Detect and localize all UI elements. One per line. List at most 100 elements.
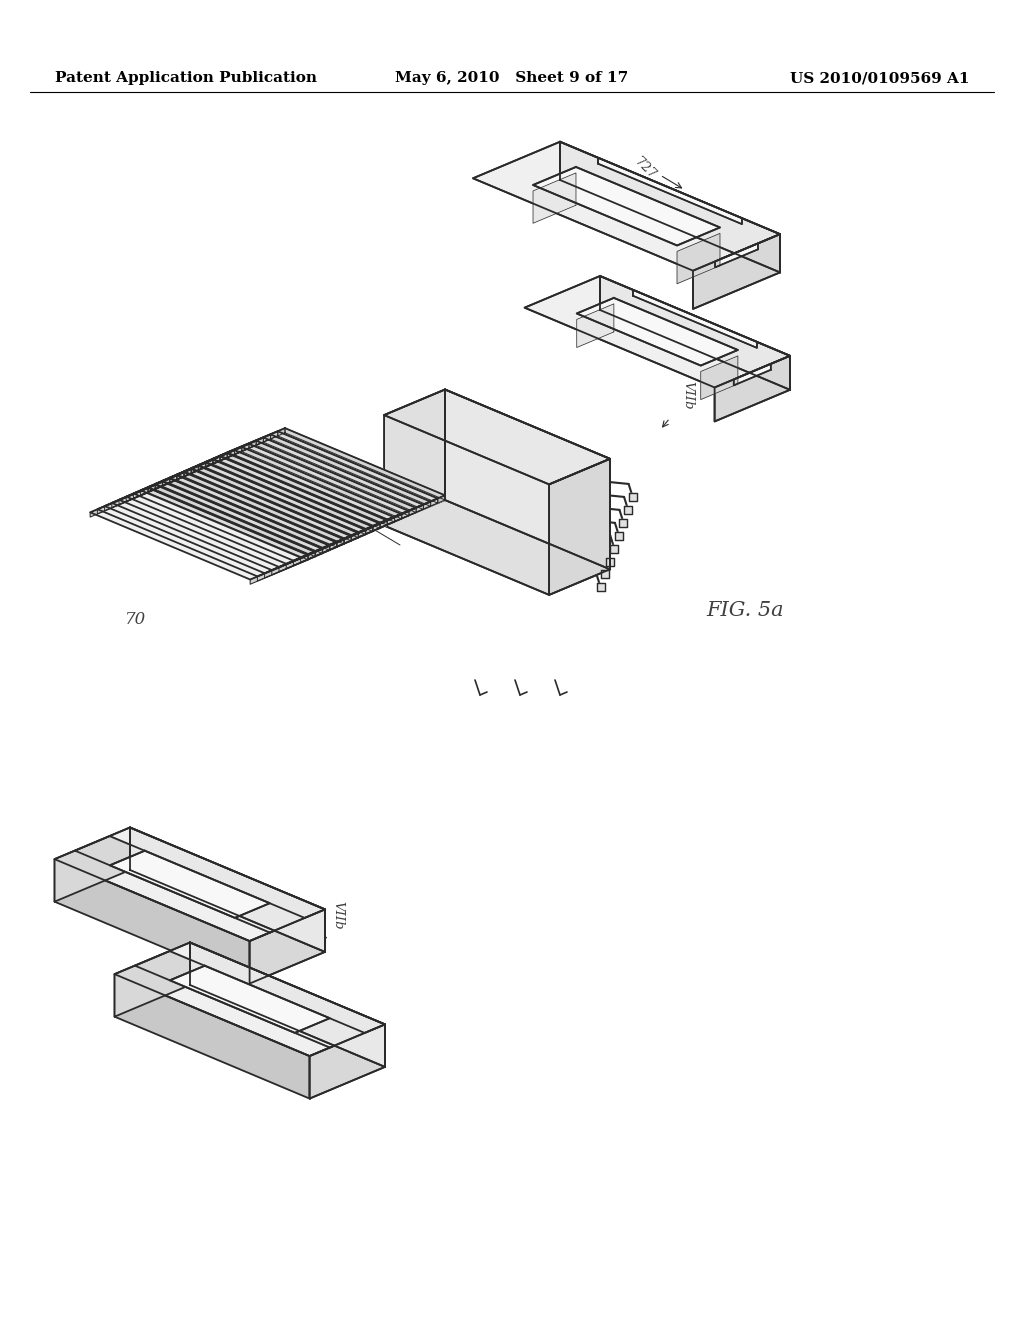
Polygon shape — [700, 356, 738, 400]
Polygon shape — [126, 473, 184, 502]
Polygon shape — [191, 444, 409, 536]
Polygon shape — [577, 304, 613, 347]
Polygon shape — [234, 903, 305, 932]
Polygon shape — [677, 234, 720, 284]
Polygon shape — [600, 276, 790, 389]
Polygon shape — [227, 428, 445, 520]
Polygon shape — [183, 447, 401, 539]
Polygon shape — [279, 543, 337, 572]
Polygon shape — [206, 463, 366, 535]
Polygon shape — [633, 290, 757, 348]
Polygon shape — [734, 364, 771, 385]
Polygon shape — [549, 459, 610, 595]
Polygon shape — [693, 234, 780, 309]
Polygon shape — [75, 836, 144, 866]
Polygon shape — [213, 434, 270, 463]
Polygon shape — [473, 141, 780, 271]
Polygon shape — [249, 444, 409, 516]
Polygon shape — [130, 828, 325, 952]
Text: Patent Application Publication: Patent Application Publication — [55, 71, 317, 84]
Polygon shape — [213, 459, 373, 532]
Polygon shape — [263, 437, 423, 510]
Polygon shape — [384, 389, 445, 525]
Polygon shape — [177, 475, 337, 548]
Polygon shape — [162, 457, 220, 486]
Polygon shape — [242, 447, 401, 519]
Polygon shape — [156, 484, 315, 557]
Polygon shape — [104, 482, 163, 511]
Polygon shape — [119, 475, 177, 504]
Polygon shape — [155, 459, 213, 488]
Polygon shape — [119, 475, 337, 566]
Polygon shape — [54, 828, 130, 902]
Polygon shape — [294, 536, 351, 565]
Polygon shape — [170, 966, 330, 1032]
Polygon shape — [133, 469, 191, 498]
Polygon shape — [110, 828, 325, 917]
Polygon shape — [358, 508, 416, 537]
Polygon shape — [112, 479, 330, 570]
Polygon shape — [323, 524, 380, 553]
Polygon shape — [373, 502, 431, 531]
Text: US 2010/0109569 A1: US 2010/0109569 A1 — [791, 71, 970, 84]
Polygon shape — [147, 463, 366, 554]
Polygon shape — [715, 356, 790, 421]
Polygon shape — [162, 457, 380, 548]
Polygon shape — [387, 495, 445, 524]
Text: VIIb: VIIb — [332, 900, 344, 929]
Polygon shape — [147, 463, 206, 492]
Polygon shape — [351, 511, 409, 540]
Polygon shape — [199, 441, 416, 532]
Text: 727: 727 — [632, 154, 658, 182]
Polygon shape — [169, 453, 387, 545]
Polygon shape — [290, 895, 325, 952]
Polygon shape — [350, 1010, 385, 1067]
Polygon shape — [190, 942, 385, 1067]
Polygon shape — [148, 488, 308, 560]
Polygon shape — [97, 484, 156, 513]
Polygon shape — [285, 428, 445, 500]
Polygon shape — [104, 482, 323, 573]
Polygon shape — [112, 479, 170, 508]
Polygon shape — [250, 909, 325, 983]
Polygon shape — [133, 469, 351, 561]
Polygon shape — [286, 540, 344, 569]
Polygon shape — [213, 434, 431, 525]
Polygon shape — [278, 432, 438, 503]
Polygon shape — [309, 1024, 385, 1098]
Polygon shape — [220, 432, 278, 461]
Text: 726: 726 — [332, 499, 358, 521]
Polygon shape — [270, 434, 431, 507]
Polygon shape — [191, 469, 351, 541]
Polygon shape — [330, 520, 387, 549]
Polygon shape — [301, 533, 358, 562]
Text: 727: 727 — [148, 841, 175, 869]
Polygon shape — [620, 519, 628, 527]
Polygon shape — [190, 942, 225, 999]
Polygon shape — [601, 570, 609, 578]
Polygon shape — [115, 974, 309, 1098]
Polygon shape — [220, 457, 380, 528]
Polygon shape — [199, 466, 358, 537]
Polygon shape — [264, 549, 323, 578]
Polygon shape — [295, 1018, 365, 1048]
Polygon shape — [54, 859, 250, 983]
Polygon shape — [90, 488, 148, 517]
Polygon shape — [257, 552, 315, 581]
Polygon shape — [115, 942, 190, 1016]
Polygon shape — [135, 950, 205, 981]
Polygon shape — [140, 466, 358, 557]
Polygon shape — [445, 389, 610, 569]
Polygon shape — [130, 828, 165, 884]
Polygon shape — [220, 432, 438, 523]
Polygon shape — [384, 414, 549, 595]
Polygon shape — [184, 473, 344, 544]
Text: VIIb: VIIb — [682, 380, 694, 409]
Polygon shape — [344, 515, 401, 544]
Polygon shape — [380, 499, 438, 528]
Polygon shape — [337, 517, 394, 546]
Polygon shape — [110, 850, 269, 917]
Polygon shape — [227, 453, 387, 525]
Polygon shape — [191, 444, 249, 473]
Polygon shape — [97, 484, 315, 577]
